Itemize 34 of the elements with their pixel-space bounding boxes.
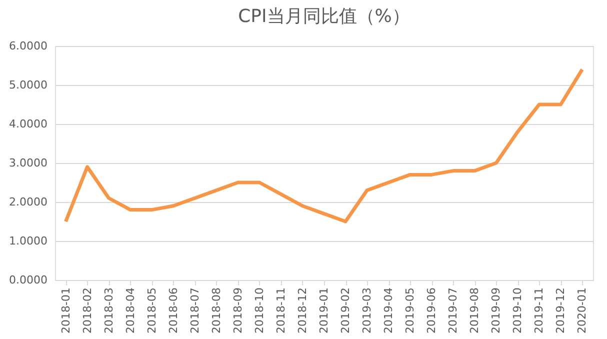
y-tick-label: 0.0000 — [9, 274, 48, 286]
x-tick-label: 2019-09 — [490, 288, 503, 334]
x-tick-label: 2019-08 — [468, 288, 482, 334]
x-tick-label: 2018-01 — [59, 288, 72, 334]
x-tick-label: 2019-10 — [511, 288, 524, 334]
x-tick-label: 2019-03 — [360, 288, 374, 334]
x-tick-label: 2019-11 — [532, 288, 546, 334]
line-series — [64, 68, 584, 224]
x-tick-label: 2018-05 — [145, 288, 158, 334]
y-tick-label: 4.0000 — [9, 118, 48, 130]
x-tick-label: 2018-12 — [296, 288, 309, 334]
y-tick-label: 6.0000 — [9, 40, 48, 52]
x-tick-label: 2019-07 — [446, 288, 460, 334]
y-tick-label: 1.0000 — [9, 234, 48, 248]
y-tick-label: 2.0000 — [9, 196, 48, 208]
x-tick-label: 2018-07 — [188, 288, 202, 334]
y-tick-label: 3.0000 — [9, 156, 48, 170]
x-tick-label: 2018-06 — [166, 288, 180, 334]
x-tick-label: 2019-02 — [339, 288, 352, 334]
x-tick-label: 2018-03 — [102, 288, 116, 334]
chart-title: CPI当月同比值（%） — [238, 6, 410, 27]
x-tick-label: 2018-08 — [210, 288, 223, 334]
y-tick-label: 5.0000 — [9, 78, 48, 92]
x-tick-label: 2019-01 — [318, 288, 330, 334]
x-tick-label: 2018-11 — [274, 288, 288, 334]
x-tick-label: 2019-04 — [382, 288, 396, 334]
x-tick-label: 2018-04 — [124, 288, 137, 334]
x-tick-label: 2018-10 — [252, 288, 266, 334]
x-tick-label: 2018-09 — [231, 288, 244, 334]
x-tick-label: 2018-02 — [80, 288, 94, 334]
x-tick-label: 2019-12 — [554, 288, 568, 334]
x-tick-label: 2020-01 — [576, 288, 589, 334]
x-tick-label: 2019-06 — [425, 288, 438, 334]
x-tick-label: 2019-05 — [404, 288, 417, 334]
